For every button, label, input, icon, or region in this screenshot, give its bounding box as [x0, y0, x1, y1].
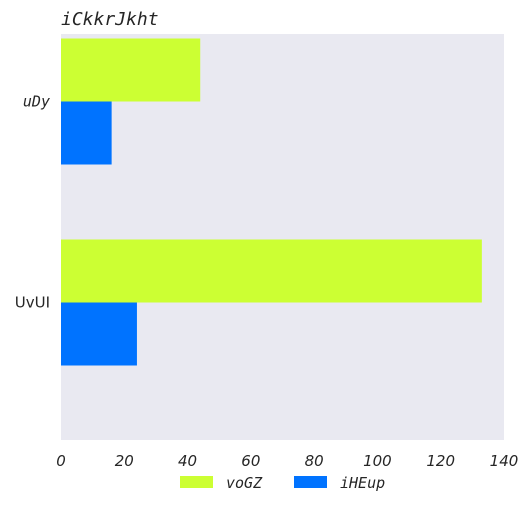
legend: voGZ iHEup — [180, 474, 385, 492]
y-tick-label: uDy — [23, 93, 50, 111]
legend-label-voGZ: voGZ — [226, 474, 263, 492]
bar-voGZ-UvUI — [61, 240, 482, 303]
x-tick-label: 140 — [490, 452, 519, 470]
x-tick-label: 60 — [241, 452, 260, 470]
bar-iHEup-uDy — [61, 102, 112, 165]
x-tick-label: 120 — [426, 452, 455, 470]
y-tick-label: UvUI — [15, 294, 50, 312]
legend-label-iHEup: iHEup — [340, 474, 385, 492]
legend-swatch-iHEup — [294, 476, 327, 488]
y-axis-categories: uDy UvUI — [15, 93, 50, 312]
x-tick-label: 80 — [305, 452, 324, 470]
legend-swatch-voGZ — [180, 476, 213, 488]
bar-iHEup-UvUI — [61, 303, 137, 366]
chart-title: iCkkrJkht — [61, 9, 159, 30]
x-tick-label: 0 — [56, 452, 66, 470]
x-tick-label: 20 — [115, 452, 134, 470]
x-tick-label: 100 — [363, 452, 392, 470]
x-tick-label: 40 — [178, 452, 197, 470]
x-axis-ticks: 0 20 40 60 80 100 120 140 — [56, 452, 518, 470]
bar-voGZ-uDy — [61, 39, 200, 102]
